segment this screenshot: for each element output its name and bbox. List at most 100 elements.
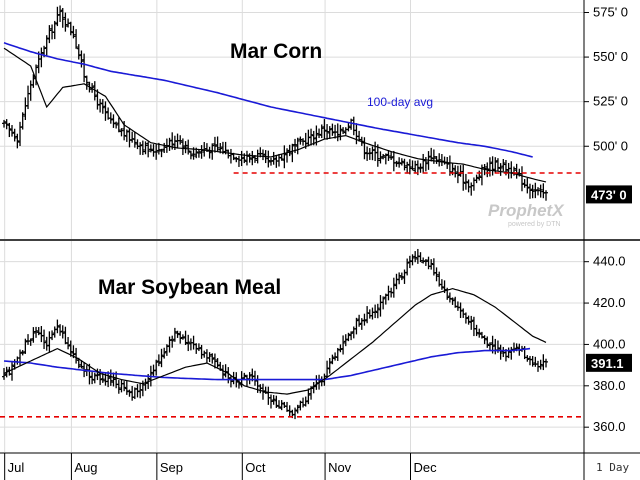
corn-ohlc-bar [74,29,79,49]
soymeal-ohlc-bar [167,336,172,353]
corn-panel: Mar Corn 100-day avg ProphetX powered by… [2,5,584,228]
soymeal-ohlc-bar [533,356,538,367]
soymeal-ohlc-bar [279,400,284,411]
soymeal-ohlc-bar [429,259,434,270]
soymeal-ohlc-bar [333,352,338,361]
month-label: Jul [8,460,25,475]
corn-last-value-text: 473' 0 [591,187,627,202]
corn-ohlc-bar [250,150,255,166]
corn-ohlc-bar [354,123,359,145]
soymeal-ohlc-bar [162,347,167,359]
soymeal-ohlc-bar [477,328,482,338]
corn-ohlc-bar [373,141,378,162]
soymeal-ohlc-bar [204,349,209,363]
soymeal-ohlc-bar [122,381,127,392]
corn-ohlc-bar [271,151,276,165]
corn-ma-long-line [3,42,533,158]
soymeal-ohlc-bar [373,304,378,319]
soymeal-ohlc-bar [127,389,132,397]
soymeal-ohlc-bar [175,330,180,338]
corn-ohlc-bar [471,177,476,191]
soymeal-ohlc-bar [349,331,354,341]
soymeal-ohlc-bar [124,381,129,395]
corn-ohlc-bar [418,163,423,173]
corn-ohlc-bar [140,140,145,156]
soymeal-ohlc-bar [461,308,466,318]
corn-ohlc-bar [68,21,73,36]
soymeal-ohlc-bar [386,285,391,301]
soymeal-ohlc-bar [207,352,212,363]
corn-ohlc-bar [399,158,404,166]
soymeal-ohlc-bar [434,267,439,282]
soymeal-ohlc-bar [469,315,474,330]
corn-ohlc-bar [84,75,89,90]
soymeal-ohlc-bar [381,296,386,310]
soymeal-ohlc-bar [106,371,111,388]
soymeal-ohlc-bar [530,356,535,367]
soymeal-ohlc-bar [116,380,121,394]
corn-ohlc-bar [159,148,164,158]
soymeal-ohlc-bar [154,359,159,376]
soymeal-ohlc-bar [210,353,215,364]
soymeal-ohlc-bar [479,331,484,339]
corn-ohlc-bar [127,127,132,148]
soymeal-ohlc-bar [39,326,44,343]
corn-ohlc-bar [495,158,500,172]
soymeal-ohlc-bar [394,273,399,290]
soymeal-ohlc-bar [130,386,135,401]
corn-ohlc-bar [386,150,391,161]
corn-ohlc-bar [325,124,330,140]
soymeal-ohlc-bar [487,342,492,351]
corn-ohlc-bar [10,125,15,137]
soymeal-ohlc-bar [450,297,455,305]
soymeal-ohlc-bar [23,338,28,354]
corn-ohlc-bar [108,112,113,124]
corn-y-tick-label: 525' 0 [593,94,628,109]
corn-ma-annotation: 100-day avg [367,95,433,109]
soymeal-ohlc-bar [269,394,273,409]
corn-y-tick-label: 575' 0 [593,4,628,19]
soymeal-last-value-box [586,353,632,372]
soymeal-ohlc-bar [471,316,476,337]
corn-ohlc-bar [309,128,314,146]
soymeal-ohlc-bar [31,327,36,343]
corn-ohlc-bar [239,150,244,167]
month-label: Nov [328,460,352,475]
soymeal-ohlc-bar [26,334,31,345]
soymeal-ohlc-bar [266,386,271,405]
corn-ohlc-bar [370,146,375,161]
x-axis: 1 Day Jul Aug Sep Oct Nov Dec [4,453,629,480]
soymeal-y-tick-label: 360.0 [593,419,626,434]
corn-ohlc-bar [463,173,468,190]
soymeal-price-bars [2,248,549,420]
corn-ohlc-bar [2,119,6,128]
soymeal-ohlc-bar [330,354,335,365]
corn-ohlc-bar [514,163,519,179]
soymeal-ohlc-bar [199,344,204,359]
corn-ohlc-bar [527,183,532,199]
corn-ohlc-bar [338,124,343,141]
corn-ohlc-bar [541,183,546,199]
soymeal-ohlc-bar [525,355,530,362]
corn-ohlc-bar [509,161,514,179]
soymeal-ohlc-bar [314,375,319,390]
corn-ohlc-bar [397,157,402,168]
corn-ohlc-bar [18,121,23,147]
corn-ohlc-bar [132,131,137,148]
soymeal-ohlc-bar [367,309,372,319]
soymeal-ohlc-bar [423,259,428,266]
soymeal-ohlc-bar [172,327,177,342]
soymeal-ohlc-bar [287,405,292,417]
corn-ohlc-bar [186,139,191,155]
soymeal-ohlc-bar [156,354,161,367]
soymeal-ohlc-bar [346,332,351,342]
soymeal-ohlc-bar [20,350,25,356]
corn-ohlc-bar [295,137,300,155]
corn-ohlc-bar [351,116,356,136]
corn-ohlc-bar [327,126,332,139]
corn-ohlc-bar [71,25,76,39]
soymeal-ohlc-bar [541,354,546,371]
soymeal-ohlc-bar [42,329,47,350]
